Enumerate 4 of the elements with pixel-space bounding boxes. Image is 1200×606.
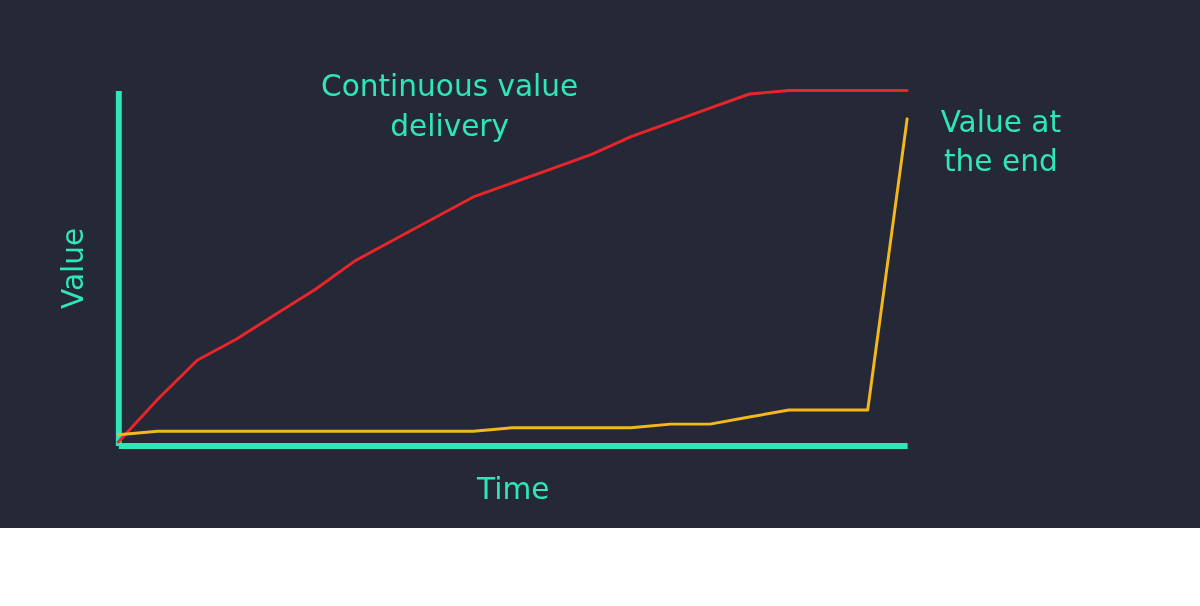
annotation: Continuous value delivery [321,69,579,143]
x-axis-title: Time [476,472,550,507]
y-axis-title: Value [56,227,91,310]
text: Value at the end [940,104,1061,179]
